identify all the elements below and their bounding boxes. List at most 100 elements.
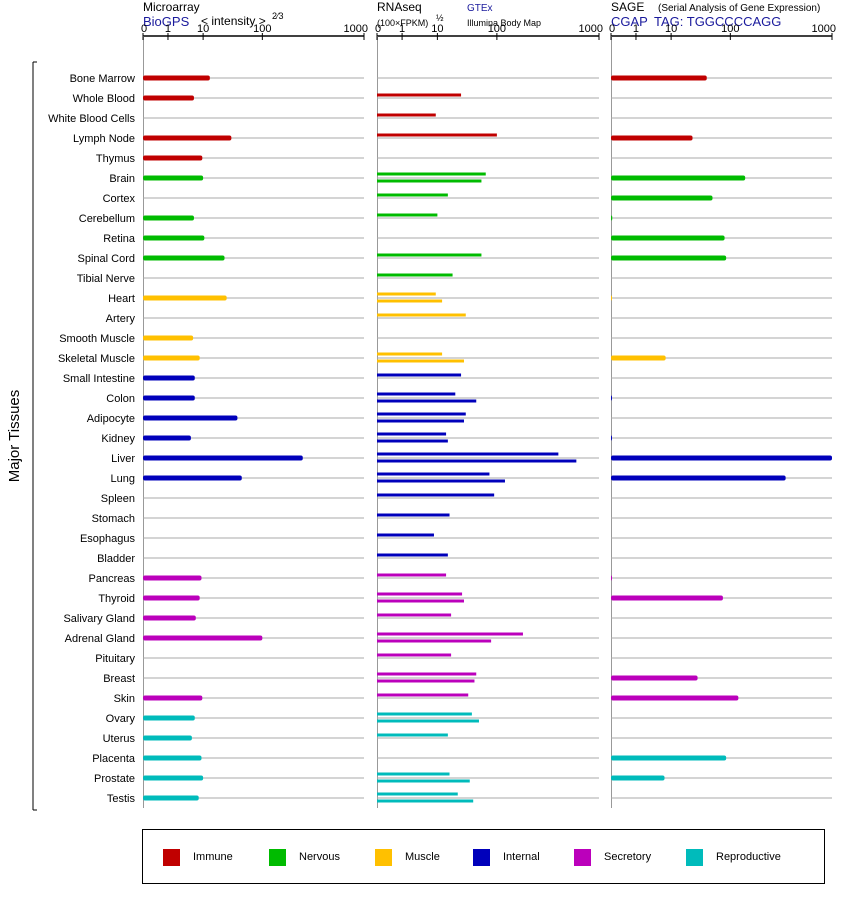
rnaseq-bar (377, 792, 458, 796)
tissue-label: Thymus (96, 153, 136, 165)
rnaseq-bar (377, 292, 436, 296)
sage-tick-label: 1 (633, 23, 639, 35)
sage-bar (611, 455, 832, 461)
legend-label: Immune (193, 851, 233, 863)
rnaseq-bar (377, 613, 452, 617)
rnaseq-bar (377, 373, 462, 377)
tissue-label: Small Intestine (63, 373, 135, 385)
sage-tick-label: 10 (665, 23, 677, 35)
tissue-label: Esophagus (80, 533, 136, 545)
rnaseq-tick-label: 10 (431, 23, 443, 35)
microarray-bar (143, 755, 202, 761)
tissue-label: Thyroid (98, 593, 135, 605)
sage-tick-label: 0 (609, 23, 615, 35)
rnaseq-bar (377, 352, 443, 356)
sage-tick-label: 100 (721, 23, 739, 35)
microarray-bar (143, 435, 191, 441)
microarray-bar (143, 255, 225, 261)
microarray-bar (143, 135, 232, 141)
rnaseq-bar (377, 479, 505, 483)
sage-bar (611, 215, 613, 221)
tissue-label: White Blood Cells (48, 113, 135, 125)
sage-tag: TAG: TGGCCCCAGG (654, 14, 782, 29)
sage-bar (611, 175, 746, 181)
rnaseq-source-gtex-link[interactable]: GTEx (467, 3, 493, 14)
tissue-label: Cerebellum (79, 213, 135, 225)
rnaseq-bar (377, 213, 438, 217)
tissue-label: Artery (106, 313, 136, 325)
tissue-label: Cortex (103, 193, 136, 205)
rnaseq-bar (377, 113, 436, 117)
rnaseq-bar (377, 273, 453, 277)
microarray-source-link[interactable]: BioGPS (143, 14, 190, 29)
rnaseq-unit: (100×FPKM) (377, 18, 429, 28)
microarray-bar (143, 695, 203, 701)
tissue-label: Skeletal Muscle (58, 353, 135, 365)
tissue-label: Prostate (94, 773, 135, 785)
sage-bar (611, 695, 739, 701)
sage-subtitle: (Serial Analysis of Gene Expression) (658, 3, 821, 14)
rnaseq-bar (377, 359, 464, 363)
rnaseq-bar (377, 459, 577, 463)
microarray-tick-label: 10 (197, 23, 209, 35)
sage-title: SAGE (611, 0, 645, 14)
tissue-label: Bone Marrow (70, 73, 135, 85)
rnaseq-bar (377, 672, 477, 676)
tissue-label: Kidney (101, 433, 135, 445)
sage-bar (611, 595, 723, 601)
microarray-bar (143, 335, 194, 341)
microarray-bar (143, 175, 204, 181)
microarray-bar (143, 75, 210, 81)
tissue-label: Salivary Gland (63, 613, 135, 625)
rnaseq-bar (377, 419, 464, 423)
tissue-label: Uterus (103, 733, 136, 745)
microarray-bar (143, 795, 199, 801)
rnaseq-bar (377, 553, 448, 557)
tissue-label: Lung (111, 473, 135, 485)
tissue-label: Adrenal Gland (65, 633, 135, 645)
rnaseq-bar (377, 432, 447, 436)
rnaseq-bar (377, 719, 479, 723)
tissue-label: Heart (108, 293, 135, 305)
rnaseq-bar (377, 399, 477, 403)
tissue-label: Stomach (92, 513, 135, 525)
tissue-label: Whole Blood (73, 93, 135, 105)
sage-source-link[interactable]: CGAP (611, 14, 648, 29)
sage-bar (611, 75, 707, 81)
tissue-label: Smooth Muscle (59, 333, 135, 345)
sage-bar (611, 435, 612, 441)
rnaseq-bar (377, 679, 475, 683)
rnaseq-bar (377, 133, 497, 137)
legend-swatch (574, 849, 591, 866)
microarray-bar (143, 455, 303, 461)
legend-swatch (269, 849, 286, 866)
rnaseq-bar (377, 779, 470, 783)
rnaseq-bar (377, 653, 452, 657)
microarray-bar (143, 215, 194, 221)
microarray-bar (143, 615, 196, 621)
tissue-label: Lymph Node (73, 133, 135, 145)
rnaseq-bar (377, 452, 559, 456)
tissue-label: Placenta (92, 753, 136, 765)
rnaseq-bar (377, 493, 495, 497)
legend-label: Internal (503, 851, 540, 863)
rnaseq-bar (377, 313, 466, 317)
microarray-tick-label: 100 (253, 23, 271, 35)
sage-bar (611, 755, 727, 761)
tissue-label: Bladder (97, 553, 135, 565)
rnaseq-bar (377, 733, 448, 737)
y-axis-label: Major Tissues (6, 390, 23, 483)
sage-bar (611, 355, 666, 361)
microarray-bar (143, 635, 263, 641)
tissue-label: Retina (103, 233, 136, 245)
rnaseq-bar (377, 513, 450, 517)
tissue-label: Brain (109, 173, 135, 185)
microarray-bar (143, 775, 204, 781)
microarray-exponent: 2⁄3 (272, 11, 284, 21)
rnaseq-bar (377, 172, 486, 176)
tissue-label: Testis (107, 793, 136, 805)
tissue-label: Skin (114, 693, 135, 705)
microarray-bar (143, 155, 203, 161)
sage-bar (611, 775, 665, 781)
rnaseq-exponent: ½ (436, 13, 444, 23)
